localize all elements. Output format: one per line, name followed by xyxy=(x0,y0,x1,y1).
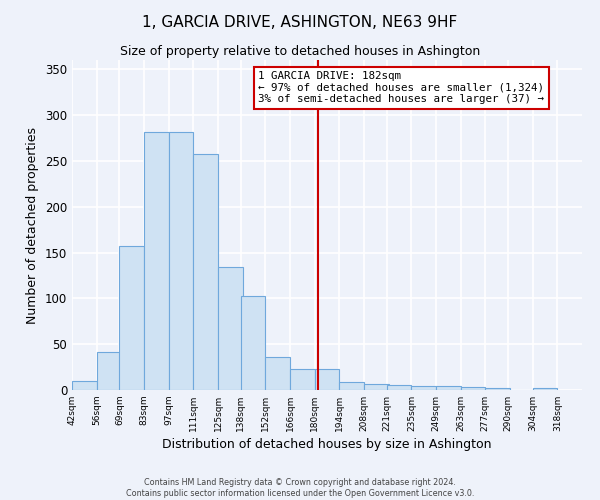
Text: 1 GARCIA DRIVE: 182sqm
← 97% of detached houses are smaller (1,324)
3% of semi-d: 1 GARCIA DRIVE: 182sqm ← 97% of detached… xyxy=(259,71,544,104)
Bar xyxy=(218,267,242,390)
Bar xyxy=(144,132,169,390)
Bar xyxy=(436,386,461,390)
Bar xyxy=(412,386,436,390)
Y-axis label: Number of detached properties: Number of detached properties xyxy=(26,126,40,324)
Bar xyxy=(193,154,218,390)
Text: Contains HM Land Registry data © Crown copyright and database right 2024.
Contai: Contains HM Land Registry data © Crown c… xyxy=(126,478,474,498)
Bar xyxy=(485,388,510,390)
Bar xyxy=(119,246,144,390)
Bar xyxy=(364,384,389,390)
Text: Size of property relative to detached houses in Ashington: Size of property relative to detached ho… xyxy=(120,45,480,58)
Bar xyxy=(169,132,193,390)
Bar xyxy=(314,369,340,390)
Bar xyxy=(461,387,485,390)
Text: 1, GARCIA DRIVE, ASHINGTON, NE63 9HF: 1, GARCIA DRIVE, ASHINGTON, NE63 9HF xyxy=(142,15,458,30)
Bar xyxy=(72,381,97,390)
Bar xyxy=(265,357,290,390)
X-axis label: Distribution of detached houses by size in Ashington: Distribution of detached houses by size … xyxy=(162,438,492,451)
Bar xyxy=(290,369,314,390)
Bar xyxy=(387,384,412,390)
Bar xyxy=(340,382,364,390)
Bar xyxy=(97,352,121,390)
Bar xyxy=(533,388,557,390)
Bar xyxy=(241,296,265,390)
